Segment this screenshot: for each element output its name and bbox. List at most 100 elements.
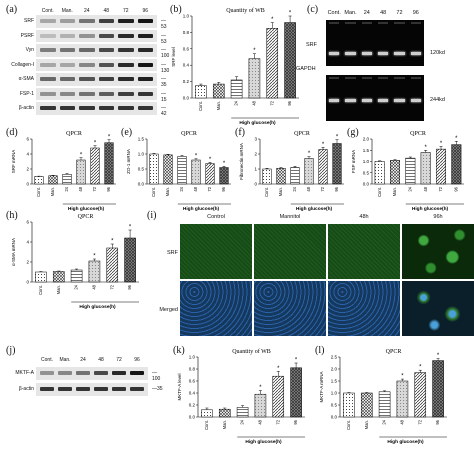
category-label: 72 <box>269 100 274 105</box>
category-label: 24 <box>292 186 297 191</box>
y-tick-label: 3 <box>254 137 257 142</box>
blot-band <box>59 19 75 23</box>
blot-row-label: β-actin <box>18 105 34 111</box>
y-tick-label: 6 <box>26 220 29 225</box>
gel-well <box>345 77 356 79</box>
gel-size-label: 244kd <box>430 97 445 103</box>
gel-band <box>361 99 372 102</box>
y-tick-label: 0.0 <box>138 182 145 187</box>
y-tick-label: 6 <box>26 137 29 142</box>
gel-well <box>410 22 421 24</box>
blot-band <box>59 33 75 38</box>
lane-label: Man. <box>59 357 71 363</box>
y-tick-label: 0.5 <box>363 170 370 175</box>
category-label: 48 <box>306 186 311 191</box>
bar <box>219 167 229 185</box>
bar <box>272 375 285 418</box>
micro-image <box>402 224 474 279</box>
western-blot-a: Cont. Man. 24 48 72 96 SRF —53 PSRF —53 Vyn —100 Col… <box>0 0 170 125</box>
lane-label: 96 <box>412 10 419 16</box>
category-label: 24 <box>240 419 245 424</box>
gel-image <box>326 75 424 121</box>
y-tick-label: 1.0 <box>138 152 145 157</box>
y-axis-label: ZO-1 mRNA <box>126 149 131 174</box>
category-label: 24 <box>64 186 69 191</box>
chart-f: QPCR Fibronectin mRNA 0 1 2 3 Cont. Man. 24 * 48 * 7… <box>239 131 344 212</box>
x-axis-label: High glucose(h) <box>245 439 282 445</box>
significance-star: * <box>277 366 280 372</box>
microscopy-i: Control Mannitol 48h 96h SRF Merged <box>150 212 474 342</box>
chart-e: QPCR ZO-1 mRNA 0.0 0.5 1.0 1.5 Cont. Man. 24 * 48 *… <box>126 131 231 212</box>
blot-band <box>59 77 75 81</box>
category-label: Man. <box>392 187 397 196</box>
gel-band <box>410 99 421 102</box>
y-tick-label: 0.6 <box>189 379 196 384</box>
bar <box>104 142 114 185</box>
category-label: 48 <box>252 100 257 105</box>
bar <box>396 380 409 418</box>
micro-column-label: Control <box>207 214 225 220</box>
significance-star: * <box>80 152 83 158</box>
chart-title: QPCR <box>386 349 402 355</box>
y-tick-label: 0.5 <box>331 403 338 408</box>
bar <box>52 271 65 283</box>
chart-l: QPCR MKTF-A mRNA 0.0 0.5 1.0 1.5 2.0 2.5 Cont. Ma… <box>319 349 447 445</box>
bar <box>106 247 119 283</box>
y-tick-label: 0.5 <box>138 167 145 172</box>
blot-band <box>40 387 54 391</box>
significance-star: * <box>437 353 440 359</box>
blot-band <box>79 77 95 81</box>
bar <box>212 83 225 99</box>
blot-band <box>40 48 56 52</box>
bar <box>236 407 249 418</box>
blot-row-label: FSP-1 <box>19 90 34 97</box>
blot-strip <box>36 58 157 71</box>
bar <box>191 159 201 185</box>
bar <box>230 79 243 99</box>
x-axis-label: High glucose(h) <box>183 206 220 212</box>
category-label: 72 <box>417 419 422 424</box>
category-label: Cont. <box>264 187 269 197</box>
gel-band <box>345 99 356 102</box>
blot-band <box>79 19 95 23</box>
bar <box>332 143 342 185</box>
significance-star: * <box>424 145 427 151</box>
significance-star: * <box>455 136 458 142</box>
micro-image <box>254 281 326 336</box>
significance-star: * <box>308 151 311 157</box>
significance-star: * <box>419 365 422 371</box>
category-label: 48 <box>92 284 97 289</box>
chart-title: QPCR <box>78 214 94 220</box>
blot-band <box>98 33 114 38</box>
blot-band <box>40 19 56 23</box>
significance-star: * <box>401 374 404 380</box>
panel-letter-b: (b) <box>170 4 182 15</box>
category-label: 48 <box>78 186 83 191</box>
bar <box>262 168 272 185</box>
category-label: 48 <box>193 186 198 191</box>
micro-column-label: Mannitol <box>279 214 301 220</box>
bar <box>177 156 187 185</box>
blot-band <box>98 106 114 110</box>
y-axis-label: α-SMA mRNA <box>11 238 16 266</box>
chart-title: Quantity of WB <box>232 348 271 355</box>
blot-band <box>98 48 114 52</box>
category-label: 24 <box>234 100 239 105</box>
y-axis-label: FSP mRNA <box>351 150 356 173</box>
category-label: 96 <box>293 419 298 424</box>
category-label: Man. <box>364 420 369 429</box>
category-label: Man. <box>50 187 55 196</box>
y-tick-label: 1.5 <box>363 148 370 153</box>
blot-band <box>59 106 75 110</box>
bar <box>318 149 328 185</box>
bar <box>124 237 136 283</box>
blot-band <box>40 106 56 110</box>
y-tick-label: 1.0 <box>189 355 196 360</box>
category-label: 24 <box>382 419 387 424</box>
y-tick-label: 1 <box>254 167 257 172</box>
blot-strip <box>36 102 157 115</box>
category-label: Cont. <box>198 101 203 111</box>
significance-star: * <box>322 142 325 148</box>
gel-size-label: 120kd <box>430 50 445 56</box>
